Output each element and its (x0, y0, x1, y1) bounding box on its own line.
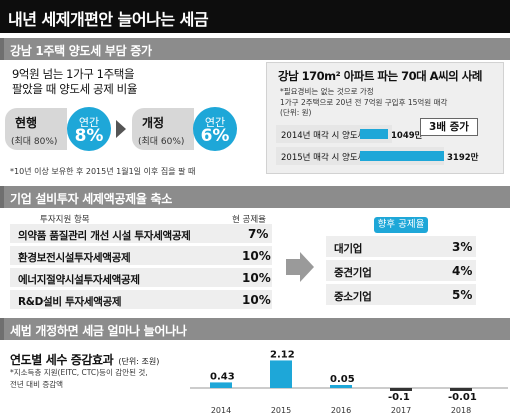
future-row (326, 236, 476, 257)
case-row2-value: 3192만 (447, 153, 479, 163)
section1-footnote: *10년 이상 보유한 후 2015년 1월1일 이후 집을 팔 때 (10, 167, 196, 176)
chart-tick-label: 2016 (331, 406, 351, 415)
item-row (10, 290, 272, 309)
future-value: 3% (452, 240, 473, 254)
item-row (10, 224, 272, 243)
current-label: 현행 (15, 116, 38, 130)
future-row (326, 260, 476, 281)
chart-unit: (단위: 조원) (118, 357, 160, 366)
chart-bar-2015 (270, 360, 292, 388)
page-title: 내년 세제개편안 늘어나는 세금 (8, 10, 209, 29)
current-pill: 현행 (최대 80%) (5, 108, 67, 150)
col-rate-header: 현 공제율 (232, 215, 266, 225)
section2-header: 기업 설비투자 세제액공제율 축소 (0, 186, 510, 208)
revised-sub: (최대 60%) (138, 137, 185, 147)
future-rate-badge: 향후 공제율 (374, 217, 428, 233)
current-circle-value: 8% (74, 126, 104, 146)
future-label: 대기업 (334, 243, 363, 255)
chart-title-text: 연도별 세수 증감효과 (10, 353, 114, 367)
item-label: 환경보전시설투자세액공제 (18, 252, 131, 264)
item-label: 에너지절약시설투자세액공제 (18, 274, 140, 286)
section3-title: 세법 개정하면 세금 얼마나 늘어나나 (10, 324, 187, 338)
item-value: 10% (242, 293, 271, 307)
revenue-effect-chart: 0.43 2014 2.12 2015 0.05 2016 -0.1 2017 -0.01 201… (190, 349, 508, 415)
case-assumption2: 1가구 2주택으로 20년 전 7억원 구입후 15억원 매각 (280, 98, 448, 107)
revised-label: 개정 (142, 116, 165, 130)
section1-desc-line1: 9억원 넘는 1가구 1주택을 (12, 67, 135, 81)
item-value: 7% (248, 227, 269, 241)
col-item-header: 투자지원 항목 (40, 215, 90, 225)
future-row (326, 284, 476, 305)
revised-rate-circle: 연간 6% (193, 107, 237, 151)
chart-value-label: 0.43 (210, 371, 235, 382)
revised-pill: 개정 (최대 60%) (132, 108, 194, 150)
section1-header: 강남 1주택 양도세 부담 증가 (0, 38, 510, 60)
item-row (10, 246, 272, 265)
chart-value-label: -0.1 (388, 392, 410, 403)
case-row1-value: 1049만 (391, 131, 423, 141)
section1-title: 강남 1주택 양도세 부담 증가 (10, 44, 152, 58)
chart-value-label: 0.05 (330, 374, 355, 385)
case-row2-label: 2015년 매각 시 양도세 (281, 153, 366, 163)
big-arrow-shaft (286, 259, 300, 275)
chart-tick-label: 2018 (451, 406, 471, 415)
section3-header: 세법 개정하면 세금 얼마나 늘어나나 (0, 318, 510, 340)
revised-circle-value: 6% (200, 126, 230, 146)
chart-tick-label: 2017 (391, 406, 411, 415)
future-label: 중견기업 (334, 267, 372, 279)
big-arrow-right-icon (300, 252, 314, 282)
chart-note1: *지소득층 지원(EITC, CTC)등이 감안된 것, (10, 368, 148, 377)
current-circle-top: 연간 (78, 116, 100, 129)
current-sub: (최대 80%) (11, 137, 58, 147)
chart-title: 연도별 세수 증감효과 (단위: 조원) (10, 349, 159, 368)
title-bar: 내년 세제개편안 늘어나는 세금 (0, 0, 510, 33)
future-value: 4% (452, 264, 473, 278)
revised-circle-top: 연간 (204, 116, 226, 129)
chart-bar-2017 (390, 388, 412, 391)
chart-value-label: 2.12 (270, 349, 295, 360)
item-value: 10% (242, 249, 271, 263)
chart-value-label: -0.01 (448, 392, 477, 403)
section-notch (0, 318, 4, 340)
current-rate-circle: 연간 8% (67, 107, 111, 151)
section-notch (0, 38, 4, 60)
future-value: 5% (452, 288, 473, 302)
case-row1-bar (360, 129, 388, 139)
increase-tag: 3배 증가 (420, 118, 478, 136)
chart-tick-label: 2015 (271, 406, 291, 415)
case-assumption1: *필요경비는 없는 것으로 가정 (280, 87, 374, 96)
chart-bar-2018 (450, 388, 472, 391)
case-title: 강남 170m² 아파트 파는 70대 A씨의 사례 (278, 69, 482, 83)
section1-desc-line2: 팔았을 때 양도세 공제 비율 (12, 82, 138, 96)
item-row (10, 268, 272, 287)
future-label: 중소기업 (334, 291, 372, 303)
item-label: R&D설비 투자세액공제 (18, 296, 122, 308)
item-value: 10% (242, 271, 271, 285)
case-row2-bar (360, 151, 444, 161)
chart-note2: 전년 대비 증감액 (10, 380, 64, 389)
item-label: 의약품 품질관리 개선 시설 투자세액공제 (18, 230, 191, 242)
section-notch (0, 186, 4, 208)
chart-bar-2014 (210, 382, 232, 388)
arrow-right-icon (116, 120, 126, 138)
section2-title: 기업 설비투자 세제액공제율 축소 (10, 192, 172, 206)
chart-tick-label: 2014 (211, 406, 231, 415)
case-unit: (단위: 원) (280, 108, 312, 117)
chart-bar-2016 (330, 385, 352, 388)
case-row1-label: 2014년 매각 시 양도세 (281, 131, 366, 141)
